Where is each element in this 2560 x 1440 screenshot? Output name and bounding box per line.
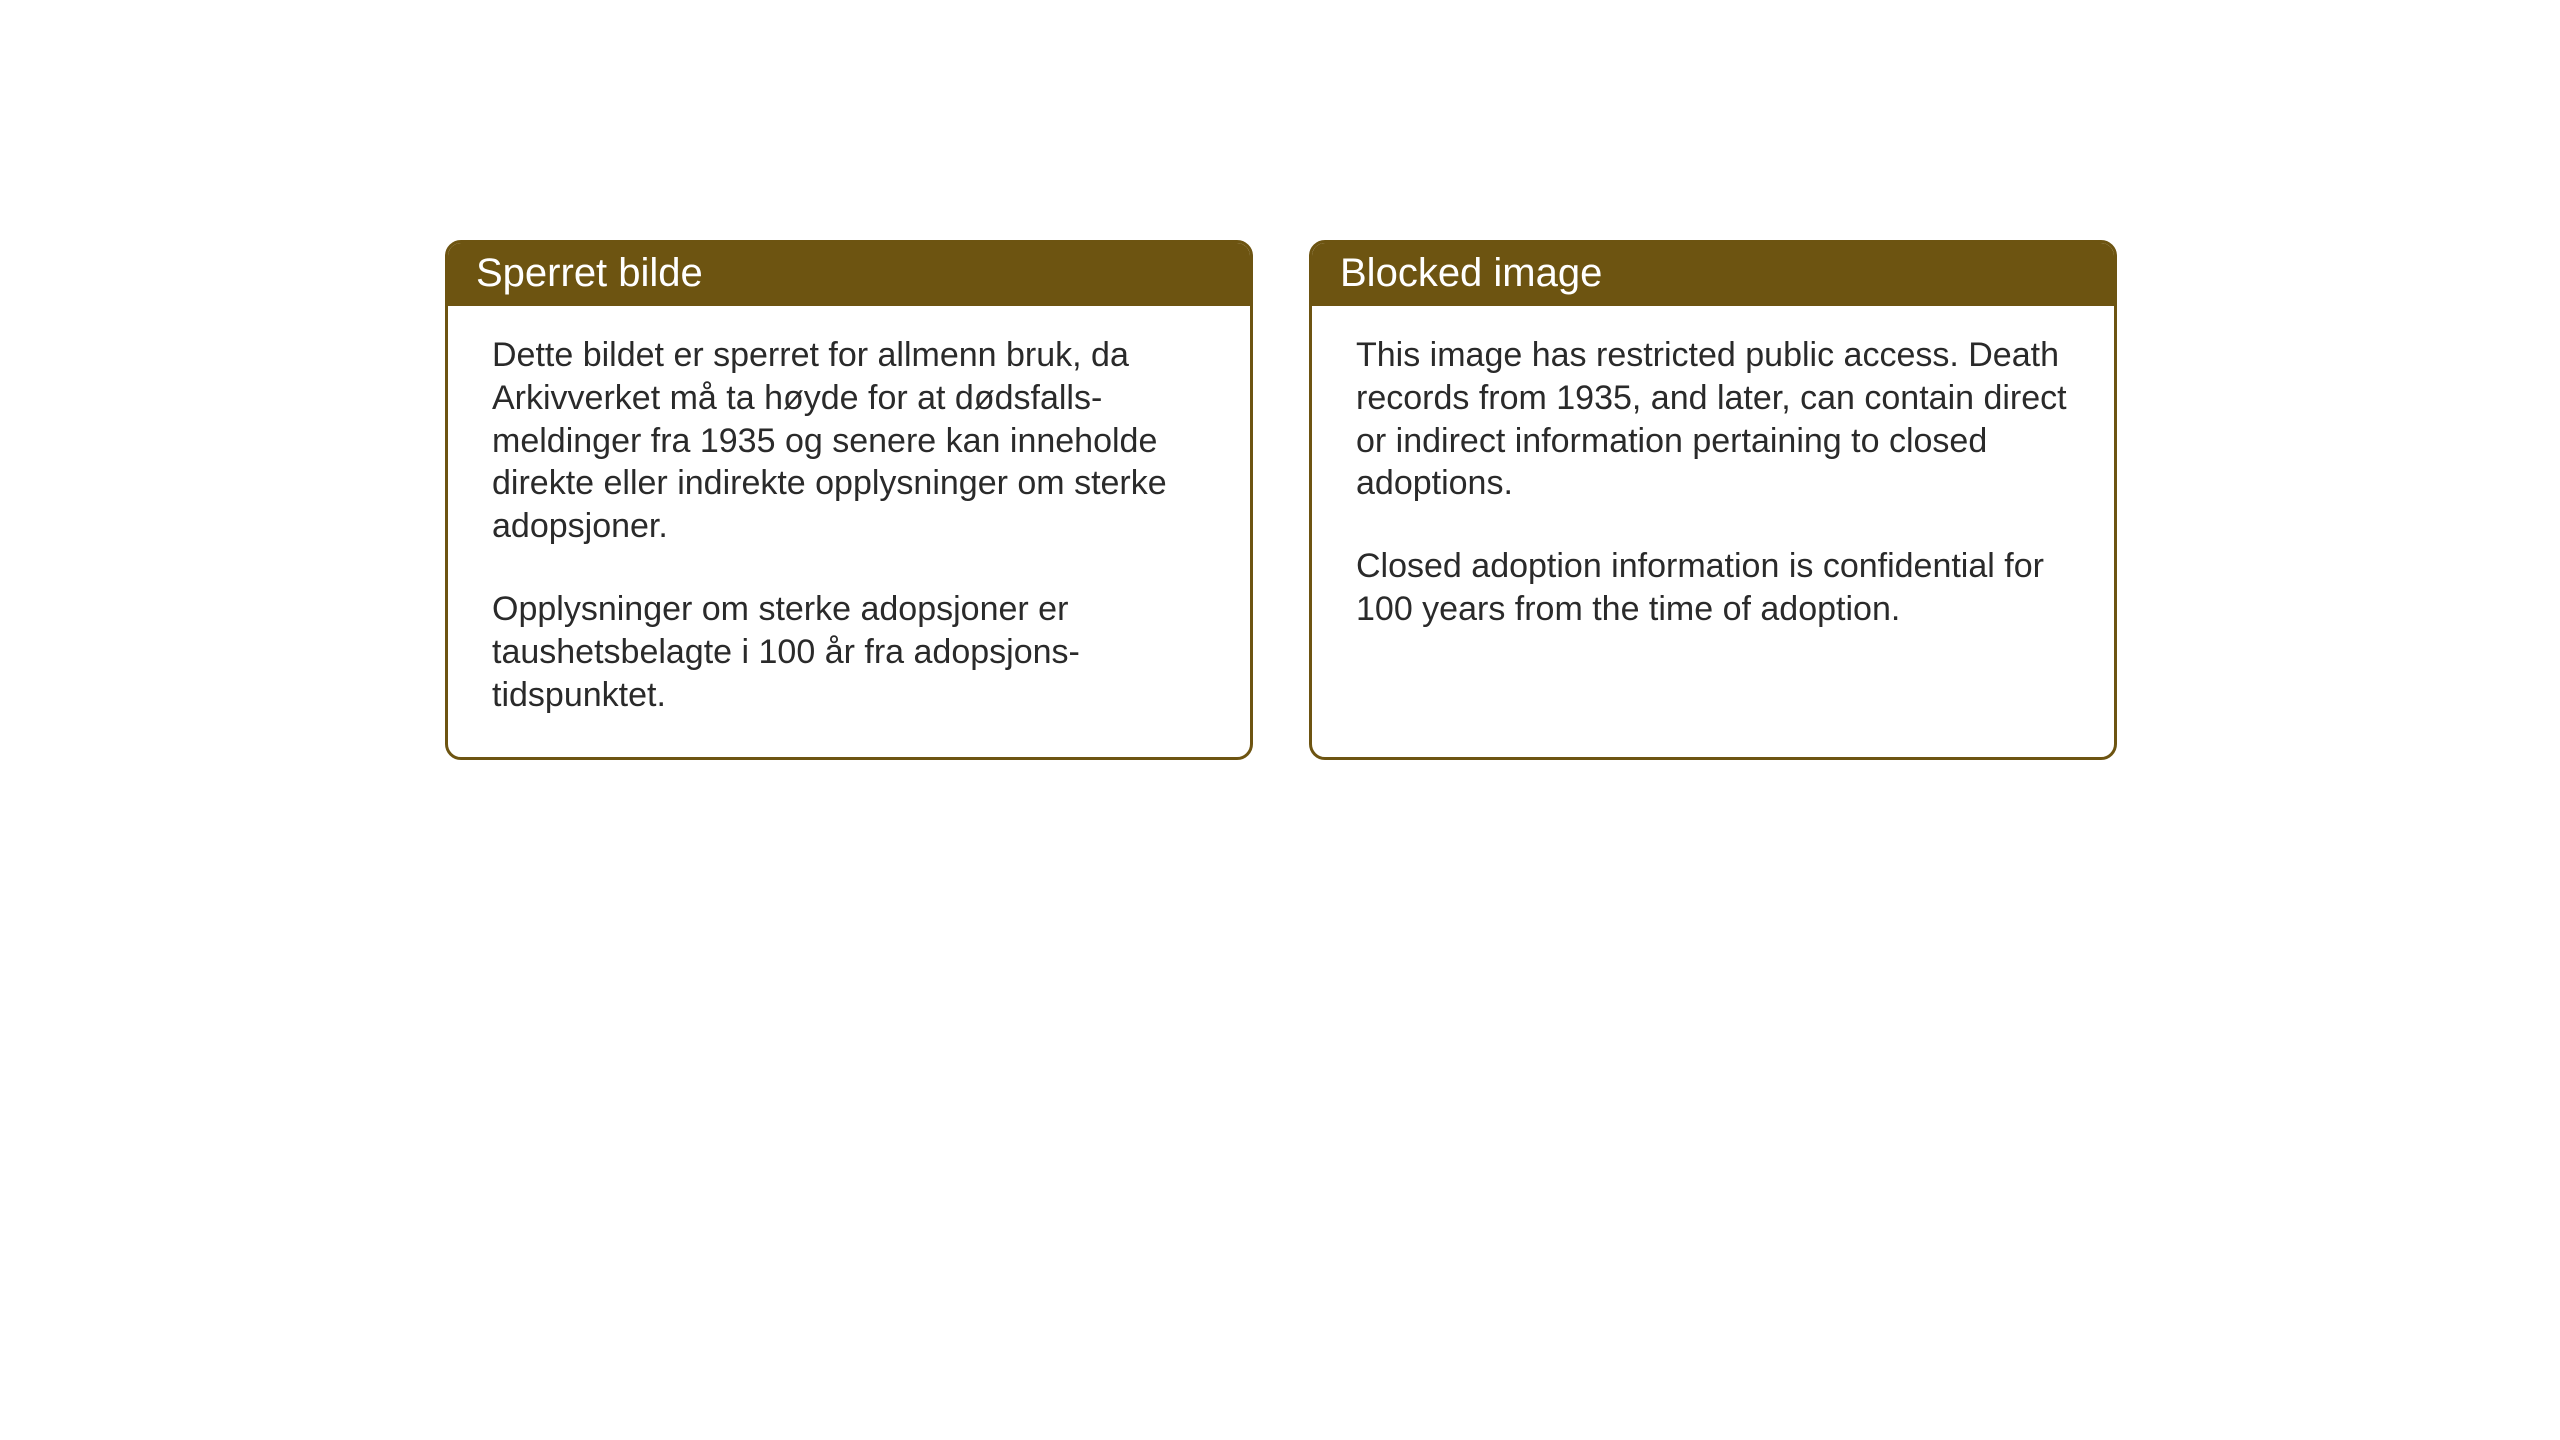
card-body-english: This image has restricted public access.… xyxy=(1312,306,2114,752)
card-header-norwegian: Sperret bilde xyxy=(448,243,1250,306)
card-body-norwegian: Dette bildet er sperret for allmenn bruk… xyxy=(448,306,1250,757)
card-paragraph: Closed adoption information is confident… xyxy=(1356,545,2070,631)
card-paragraph: Dette bildet er sperret for allmenn bruk… xyxy=(492,334,1206,548)
card-english: Blocked image This image has restricted … xyxy=(1309,240,2117,760)
card-header-english: Blocked image xyxy=(1312,243,2114,306)
cards-container: Sperret bilde Dette bildet er sperret fo… xyxy=(445,240,2117,760)
card-paragraph: This image has restricted public access.… xyxy=(1356,334,2070,505)
card-norwegian: Sperret bilde Dette bildet er sperret fo… xyxy=(445,240,1253,760)
card-paragraph: Opplysninger om sterke adopsjoner er tau… xyxy=(492,588,1206,716)
